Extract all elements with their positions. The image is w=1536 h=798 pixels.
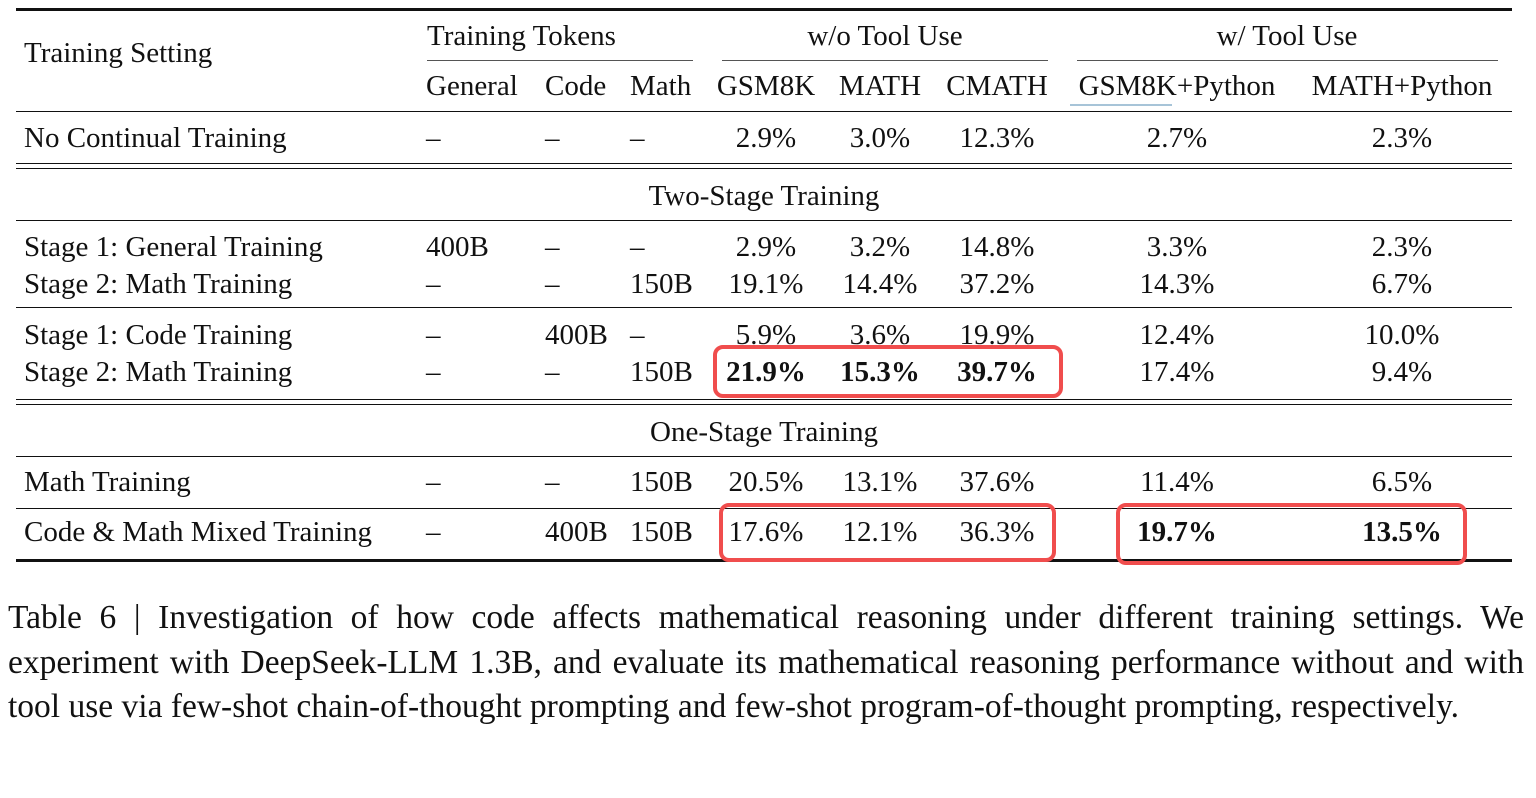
cell-math: 150B (630, 516, 693, 548)
cell-math-python: 9.4% (1371, 356, 1433, 388)
cell-code: – (545, 231, 560, 263)
cell-general: – (426, 356, 441, 388)
w-tool-rule (1077, 60, 1498, 62)
row-label: Stage 2: Math Training (24, 356, 293, 388)
row-label: Code & Math Mixed Training (24, 516, 373, 548)
group-header-training-tokens: Training Tokens (427, 20, 616, 52)
cell-math-python: 2.3% (1371, 231, 1433, 263)
cell-gsm8k-python: 11.4% (1140, 466, 1214, 498)
cell-general: – (426, 268, 441, 300)
cell-gsm8k-python-best: 19.7% (1137, 516, 1217, 548)
section-rule-2a (16, 399, 1512, 401)
top-rule (16, 8, 1512, 11)
cell-gsm8k: 2.9% (735, 231, 797, 263)
group-rule (16, 307, 1512, 309)
link-underline (1070, 104, 1172, 106)
wo-tool-rule (722, 60, 1048, 62)
cell-code: – (545, 122, 560, 154)
section-rule-1b (16, 168, 1512, 170)
row-label: Math Training (24, 466, 191, 498)
row-label: Stage 1: Code Training (24, 319, 293, 351)
cell-math: 150B (630, 268, 693, 300)
cell-math: 150B (630, 466, 693, 498)
cell-gsm8k-python: 12.4% (1139, 319, 1215, 351)
col-header-cmath: CMATH (946, 70, 1048, 102)
cell-gsm8k-python: 17.4% (1139, 356, 1215, 388)
cell-code: – (545, 356, 560, 388)
cell-cmath: 36.3% (959, 516, 1035, 548)
section-title-one-stage: One-Stage Training (650, 416, 878, 448)
section-title-two-stage: Two-Stage Training (648, 180, 880, 212)
cell-math-bench-best: 15.3% (840, 356, 920, 388)
cell-math-bench: 12.1% (842, 516, 918, 548)
cell-math-python: 10.0% (1364, 319, 1440, 351)
cell-general: 400B (426, 231, 489, 263)
row-label: No Continual Training (24, 122, 287, 154)
col-header-general: General (426, 70, 518, 102)
cell-math-python-best: 13.5% (1362, 516, 1442, 548)
cell-gsm8k: 2.9% (735, 122, 797, 154)
cell-general: – (426, 122, 441, 154)
cell-math: – (630, 319, 645, 351)
cell-gsm8k-best: 21.9% (726, 356, 806, 388)
cell-general: – (426, 516, 441, 548)
highlight-box-mixed-w-tool (1116, 503, 1467, 565)
cell-math: – (630, 122, 645, 154)
highlight-box-two-stage-code-math (713, 345, 1063, 398)
highlight-box-mixed-wo-tool (719, 503, 1056, 562)
cell-cmath: 12.3% (959, 122, 1035, 154)
col-header-math-bench: MATH (838, 70, 922, 102)
training-tokens-rule (427, 60, 693, 62)
row-label: Stage 2: Math Training (24, 268, 293, 300)
row-label-header: Training Setting (24, 37, 213, 69)
cell-cmath: 37.6% (959, 466, 1035, 498)
cell-general: – (426, 319, 441, 351)
cell-math-python: 6.5% (1371, 466, 1433, 498)
group-header-wo-tool: w/o Tool Use (807, 20, 963, 52)
cell-math-python: 6.7% (1371, 268, 1433, 300)
cell-code: – (545, 268, 560, 300)
cell-math: – (630, 231, 645, 263)
col-header-gsm8k: GSM8K (716, 70, 816, 102)
cell-code: – (545, 466, 560, 498)
cell-gsm8k-python: 14.3% (1139, 268, 1215, 300)
section-title-rule-2 (16, 456, 1512, 458)
cell-math-bench: 13.1% (842, 466, 918, 498)
header-rule (16, 111, 1512, 113)
cell-gsm8k-python: 3.3% (1146, 231, 1208, 263)
cell-math: 150B (630, 356, 693, 388)
cell-code: 400B (545, 516, 608, 548)
col-header-math: Math (630, 70, 692, 102)
cell-gsm8k: 20.5% (728, 466, 804, 498)
section-title-rule-1 (16, 220, 1512, 222)
cell-math-python: 2.3% (1371, 122, 1433, 154)
cell-math-bench: 3.2% (849, 231, 911, 263)
cell-code: 400B (545, 319, 608, 351)
cell-cmath-best: 39.7% (957, 356, 1037, 388)
cell-math-bench: 14.4% (842, 268, 918, 300)
group-header-w-tool: w/ Tool Use (1216, 20, 1358, 52)
col-header-code: Code (545, 70, 607, 102)
section-rule-1a (16, 163, 1512, 165)
table-caption: Table 6 | Investigation of how code affe… (8, 599, 1524, 725)
row-label: Stage 1: General Training (24, 231, 323, 263)
cell-gsm8k: 19.1% (728, 268, 804, 300)
col-header-math-python: MATH+Python (1311, 70, 1493, 102)
col-header-gsm8k-python: GSM8K+Python (1078, 70, 1276, 102)
cell-gsm8k: 17.6% (728, 516, 804, 548)
cell-cmath: 37.2% (959, 268, 1035, 300)
cell-gsm8k-python: 2.7% (1146, 122, 1208, 154)
cell-general: – (426, 466, 441, 498)
section-rule-2b (16, 404, 1512, 406)
cell-math-bench: 3.0% (849, 122, 911, 154)
row-rule (16, 508, 1512, 510)
cell-cmath: 14.8% (959, 231, 1035, 263)
